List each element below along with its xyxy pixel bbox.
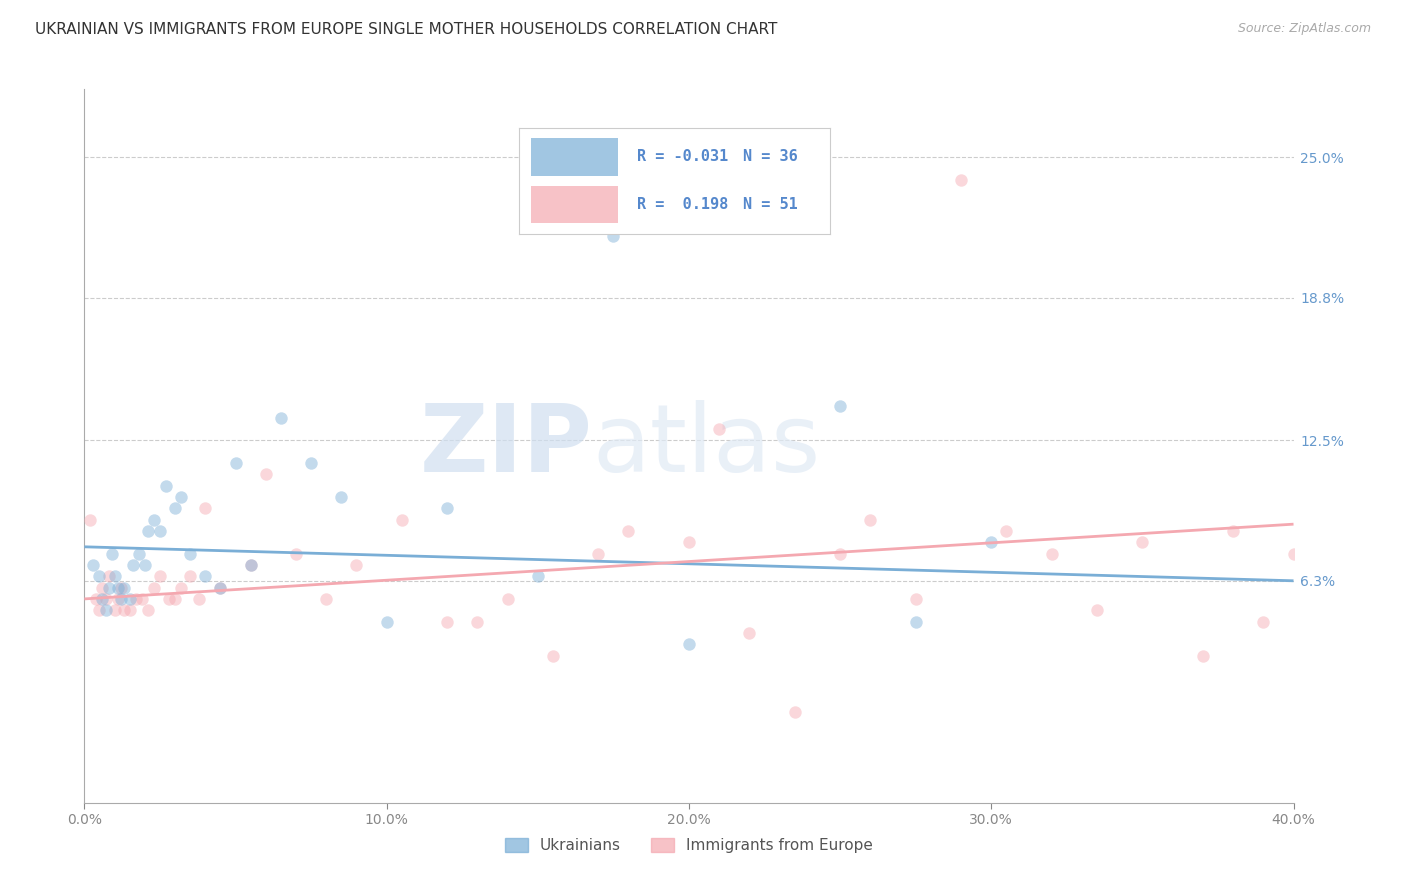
Point bbox=[1282, 547, 1305, 561]
Point bbox=[107, 591, 129, 606]
Text: Source: ZipAtlas.com: Source: ZipAtlas.com bbox=[1237, 22, 1371, 36]
Point bbox=[179, 547, 201, 561]
Text: R =  0.198: R = 0.198 bbox=[637, 197, 728, 212]
Point bbox=[128, 547, 150, 561]
Point bbox=[830, 400, 852, 414]
Point bbox=[94, 591, 117, 606]
Point bbox=[209, 581, 232, 595]
Point bbox=[1192, 648, 1215, 663]
Point bbox=[1253, 615, 1275, 629]
Point bbox=[136, 603, 159, 617]
Point bbox=[541, 648, 564, 663]
Point bbox=[89, 569, 111, 583]
Text: N = 36: N = 36 bbox=[742, 150, 797, 164]
Point bbox=[107, 581, 129, 595]
Point bbox=[375, 615, 398, 629]
Point bbox=[1132, 535, 1154, 549]
Point bbox=[830, 547, 852, 561]
Point bbox=[950, 173, 973, 187]
Point bbox=[125, 591, 148, 606]
Point bbox=[254, 467, 277, 482]
Point bbox=[149, 569, 172, 583]
Point bbox=[118, 591, 141, 606]
Point bbox=[155, 478, 177, 492]
Point bbox=[225, 456, 247, 470]
Point bbox=[527, 569, 550, 583]
Text: UKRAINIAN VS IMMIGRANTS FROM EUROPE SINGLE MOTHER HOUSEHOLDS CORRELATION CHART: UKRAINIAN VS IMMIGRANTS FROM EUROPE SING… bbox=[35, 22, 778, 37]
Text: ZIP: ZIP bbox=[419, 400, 592, 492]
Point bbox=[209, 581, 232, 595]
Point bbox=[165, 591, 187, 606]
Point bbox=[315, 591, 337, 606]
Text: atlas: atlas bbox=[592, 400, 821, 492]
Point bbox=[91, 581, 114, 595]
Point bbox=[170, 581, 193, 595]
Point bbox=[91, 591, 114, 606]
Point bbox=[709, 422, 731, 436]
Text: N = 51: N = 51 bbox=[742, 197, 797, 212]
Point bbox=[110, 591, 132, 606]
Point bbox=[588, 547, 610, 561]
Point bbox=[239, 558, 262, 572]
Point bbox=[118, 603, 141, 617]
Point bbox=[467, 615, 489, 629]
Point bbox=[121, 558, 143, 572]
Legend: Ukrainians, Immigrants from Europe: Ukrainians, Immigrants from Europe bbox=[499, 832, 879, 859]
Point bbox=[97, 569, 120, 583]
Point bbox=[904, 615, 927, 629]
Point bbox=[904, 591, 927, 606]
Point bbox=[142, 513, 165, 527]
FancyBboxPatch shape bbox=[531, 186, 619, 224]
Point bbox=[179, 569, 201, 583]
Point bbox=[110, 581, 132, 595]
Point bbox=[188, 591, 211, 606]
Point bbox=[131, 591, 153, 606]
Point bbox=[142, 581, 165, 595]
Point bbox=[330, 490, 353, 504]
Point bbox=[859, 513, 882, 527]
Point bbox=[94, 603, 117, 617]
Point bbox=[436, 501, 458, 516]
Point bbox=[157, 591, 180, 606]
Point bbox=[194, 569, 217, 583]
Point bbox=[100, 547, 122, 561]
Point bbox=[134, 558, 156, 572]
Point bbox=[980, 535, 1002, 549]
Point bbox=[170, 490, 193, 504]
Point bbox=[97, 581, 120, 595]
Point bbox=[617, 524, 640, 538]
Point bbox=[194, 501, 217, 516]
Point bbox=[1040, 547, 1063, 561]
Point bbox=[738, 626, 761, 640]
Point bbox=[602, 229, 624, 244]
Point bbox=[136, 524, 159, 538]
Point bbox=[165, 501, 187, 516]
FancyBboxPatch shape bbox=[531, 138, 619, 176]
Point bbox=[496, 591, 519, 606]
Point bbox=[89, 603, 111, 617]
Point bbox=[239, 558, 262, 572]
Point bbox=[1085, 603, 1108, 617]
Point bbox=[82, 558, 104, 572]
Point bbox=[112, 603, 135, 617]
Point bbox=[995, 524, 1018, 538]
Point bbox=[104, 569, 127, 583]
Point bbox=[112, 581, 135, 595]
Point bbox=[1222, 524, 1244, 538]
Point bbox=[79, 513, 101, 527]
Point bbox=[86, 591, 108, 606]
Text: R = -0.031: R = -0.031 bbox=[637, 150, 728, 164]
Point bbox=[299, 456, 322, 470]
Point bbox=[346, 558, 368, 572]
Point bbox=[436, 615, 458, 629]
Point bbox=[285, 547, 308, 561]
Point bbox=[678, 637, 700, 651]
Point bbox=[678, 535, 700, 549]
Point bbox=[104, 603, 127, 617]
Point bbox=[270, 410, 292, 425]
Point bbox=[783, 705, 806, 719]
Point bbox=[391, 513, 413, 527]
Point bbox=[149, 524, 172, 538]
